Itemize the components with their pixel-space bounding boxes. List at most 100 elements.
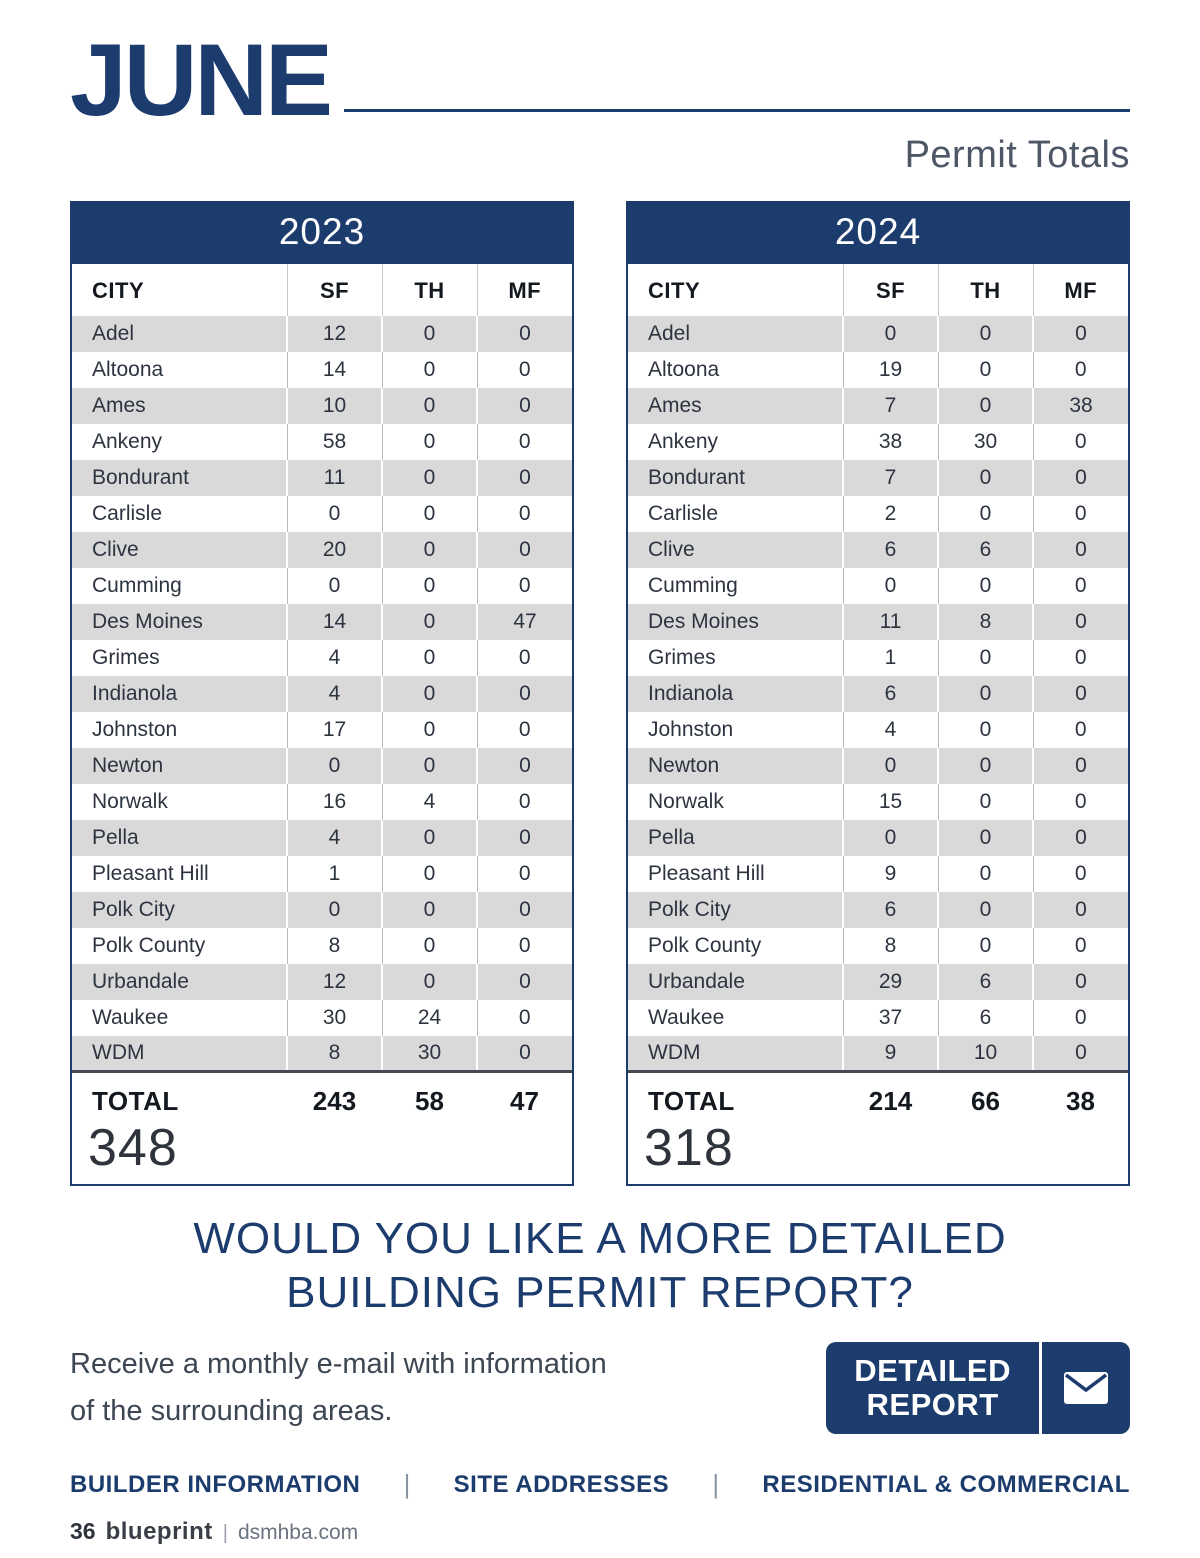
table-row: Indianola 4 0 0: [72, 675, 572, 712]
city-cell: Johnston: [648, 717, 734, 741]
value-cell: 0: [937, 495, 1033, 532]
value-cell: 0: [476, 855, 572, 892]
value-cell: 20: [286, 531, 382, 568]
city-cell: Pleasant Hill: [648, 861, 765, 885]
envelope-icon: [1042, 1342, 1130, 1434]
table-row: Polk City 0 0 0: [72, 891, 572, 928]
table-row: Bondurant 7 0 0: [628, 459, 1128, 496]
value-cell: 0: [286, 567, 382, 604]
table-row: Altoona 19 0 0: [628, 351, 1128, 388]
city-cell: Clive: [92, 537, 139, 561]
table-body: Adel 12 0 0 Altoona 14 0 0 Ames 10 0 0 Ankeny 58 0 0 Bon…: [72, 315, 572, 1072]
column-header-sf: SF: [286, 263, 382, 316]
city-cell: Polk County: [648, 933, 762, 957]
value-cell: 0: [381, 711, 477, 748]
value-cell: 0: [1032, 567, 1128, 604]
table-row: Altoona 14 0 0: [72, 351, 572, 388]
table-row: Pella 0 0 0: [628, 819, 1128, 856]
value-cell: 0: [286, 891, 382, 928]
table-row: Carlisle 0 0 0: [72, 495, 572, 532]
city-cell: Adel: [92, 321, 135, 345]
total-mf: 38: [1033, 1070, 1128, 1122]
value-cell: 0: [381, 315, 477, 352]
table-row: Urbandale 29 6 0: [628, 963, 1128, 1000]
value-cell: 0: [381, 495, 477, 532]
city-cell: Johnston: [92, 717, 178, 741]
value-cell: 1: [842, 639, 938, 676]
nav-site-addresses[interactable]: SITE ADDRESSES: [453, 1470, 670, 1498]
cta-body-line2: of the surrounding areas.: [70, 1395, 393, 1428]
value-cell: 0: [937, 315, 1033, 352]
table-row: Clive 20 0 0: [72, 531, 572, 568]
value-cell: 0: [381, 567, 477, 604]
city-cell: Ankeny: [92, 429, 163, 453]
column-header-mf: MF: [1032, 263, 1128, 316]
value-cell: 0: [937, 819, 1033, 856]
total-sf: 214: [843, 1070, 938, 1122]
table-row: Des Moines 14 0 47: [72, 603, 572, 640]
city-cell: Cumming: [92, 573, 182, 597]
table-row: Grimes 4 0 0: [72, 639, 572, 676]
value-cell: 30: [286, 999, 382, 1036]
nav-builder-information[interactable]: BUILDER INFORMATION: [70, 1470, 361, 1498]
table-row: Norwalk 15 0 0: [628, 783, 1128, 820]
city-cell: Newton: [648, 753, 720, 777]
value-cell: 6: [842, 891, 938, 928]
table-row: Newton 0 0 0: [72, 747, 572, 784]
table-row: Waukee 37 6 0: [628, 999, 1128, 1036]
value-cell: 0: [842, 315, 938, 352]
value-cell: 0: [937, 567, 1033, 604]
table-row: Norwalk 16 4 0: [72, 783, 572, 820]
total-row: TOTAL 243 58 47: [72, 1070, 572, 1122]
permit-data-table-2024: CITY SF TH MF Adel 0 0 0 Altoona 19 0 0 Ames 7 0 38…: [628, 263, 1128, 1122]
value-cell: 0: [476, 459, 572, 496]
value-cell: 0: [381, 963, 477, 1000]
value-cell: 16: [286, 783, 382, 820]
column-header-row: CITY SF TH MF: [72, 263, 572, 316]
value-cell: 19: [842, 351, 938, 388]
value-cell: 24: [381, 999, 477, 1036]
value-cell: 0: [937, 783, 1033, 820]
value-cell: 0: [476, 819, 572, 856]
button-divider: [1039, 1342, 1042, 1435]
value-cell: 0: [1032, 603, 1128, 640]
value-cell: 0: [1032, 819, 1128, 856]
value-cell: 0: [937, 459, 1033, 496]
value-cell: 0: [937, 351, 1033, 388]
city-cell: WDM: [648, 1041, 701, 1065]
value-cell: 6: [937, 531, 1033, 568]
permit-table-2024: 2024 CITY SF TH MF Adel 0 0 0 Altoona 19 0 0 Ame…: [626, 200, 1130, 1186]
nav-residential-commercial[interactable]: RESIDENTIAL & COMMERCIAL: [762, 1470, 1130, 1498]
city-cell: Bondurant: [92, 465, 189, 489]
city-cell: Clive: [648, 537, 695, 561]
detailed-report-button[interactable]: DETAILED REPORT: [826, 1342, 1130, 1435]
table-row: Adel 12 0 0: [72, 315, 572, 352]
page-subtitle: Permit Totals: [904, 133, 1130, 176]
city-cell: Altoona: [648, 357, 720, 381]
value-cell: 10: [286, 387, 382, 424]
value-cell: 0: [1032, 1035, 1128, 1072]
city-cell: Waukee: [648, 1005, 725, 1029]
value-cell: 0: [476, 531, 572, 568]
value-cell: 12: [286, 315, 382, 352]
value-cell: 4: [286, 819, 382, 856]
table-row: Ankeny 58 0 0: [72, 423, 572, 460]
table-row: Pleasant Hill 1 0 0: [72, 855, 572, 892]
table-row: Adel 0 0 0: [628, 315, 1128, 352]
city-cell: Bondurant: [648, 465, 745, 489]
detailed-report-label: DETAILED REPORT: [826, 1342, 1039, 1434]
page-number: 36: [70, 1518, 96, 1545]
table-row: Grimes 1 0 0: [628, 639, 1128, 676]
value-cell: 6: [937, 963, 1033, 1000]
value-cell: 0: [1032, 963, 1128, 1000]
grand-total-2024: 318: [644, 1119, 734, 1178]
grand-total-2023: 348: [88, 1119, 178, 1178]
table-row: Cumming 0 0 0: [72, 567, 572, 604]
value-cell: 0: [286, 747, 382, 784]
value-cell: 7: [842, 387, 938, 424]
city-cell: Pella: [648, 825, 695, 849]
city-cell: Altoona: [92, 357, 164, 381]
city-cell: Newton: [92, 753, 164, 777]
value-cell: 0: [1032, 459, 1128, 496]
value-cell: 0: [1032, 531, 1128, 568]
